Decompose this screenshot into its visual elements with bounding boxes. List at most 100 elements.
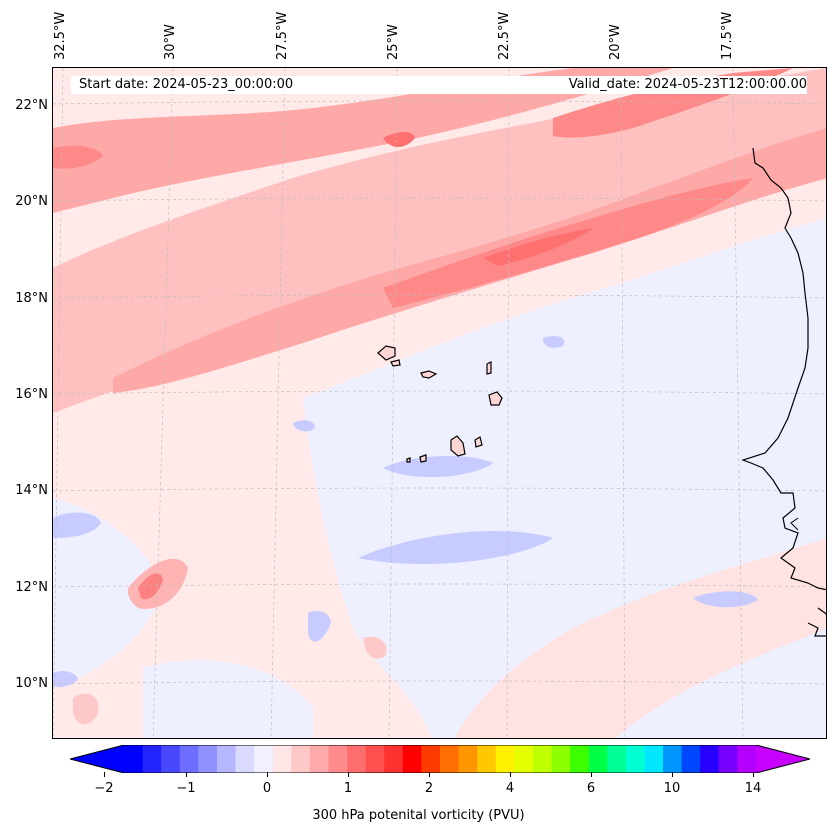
cb-tickmark-10 [672, 772, 673, 777]
lat-label-16n: 16°N [15, 387, 48, 402]
lon-label-30w: 30°W [163, 24, 178, 60]
colorbar-segment [532, 745, 553, 773]
pink-band-south [454, 538, 826, 738]
cb-tickmark-2 [429, 772, 430, 777]
pink-patch-south-1 [73, 693, 99, 725]
colorbar-segment [384, 745, 404, 773]
colorbar-segment [216, 745, 237, 773]
colorbar-segment [663, 745, 683, 773]
island-boa-vista [488, 391, 503, 406]
pink-strong-band-north [53, 68, 673, 213]
colorbar-segment [235, 745, 255, 773]
cb-tickmark-neg1 [186, 772, 187, 777]
cb-tickmark-14 [753, 772, 754, 777]
colorbar-segment [551, 745, 571, 773]
colorbar [70, 745, 810, 773]
lon-label-25w: 25°W [386, 24, 401, 60]
cb-tick-label: 10 [663, 781, 681, 796]
colorbar-segment [625, 745, 645, 773]
colorbar-segment [309, 745, 329, 773]
colorbar-segment [198, 745, 218, 773]
light-blue-region-west [53, 498, 163, 688]
valid-date-label: Valid_date: 2024-05-23T12:00:00.00 [568, 77, 807, 92]
island-fogo [419, 454, 427, 463]
colorbar-segment [458, 745, 478, 773]
lon-label-22-5w: 22.5°W [497, 11, 512, 60]
cb-tick-label: 14 [744, 781, 762, 796]
colorbar-segment [607, 745, 627, 773]
cb-tick-label: 6 [586, 781, 596, 796]
colorbar-segment [161, 745, 181, 773]
colorbar-segment [718, 745, 738, 773]
red-core-2 [483, 228, 593, 266]
light-blue-region-south [143, 660, 313, 738]
red-blob-southwest [138, 573, 163, 600]
blue-patch-2 [358, 530, 553, 565]
colorbar-segment [142, 745, 162, 773]
blue-patch-4 [53, 670, 78, 688]
colorbar-segment [365, 745, 385, 773]
red-core-4 [383, 132, 415, 147]
coastline-inlet [790, 517, 799, 531]
cb-tickmark-neg2 [104, 772, 105, 777]
colorbar-segment [644, 745, 664, 773]
lon-label-17-5w: 17.5°W [720, 11, 735, 60]
lon-label-27-5w: 27.5°W [275, 11, 290, 60]
colorbar-segment [737, 745, 757, 773]
colorbar-segment [347, 745, 367, 773]
colorbar-segment [124, 745, 144, 773]
colorbar-segment [440, 745, 460, 773]
lon-label-32-5w: 32.5°W [53, 11, 68, 60]
lat-label-22n: 22°N [15, 98, 48, 113]
island-sao-nicolau [420, 370, 438, 379]
start-date-label: Start date: 2024-05-23_00:00:00 [79, 77, 294, 92]
colorbar-extend-max [756, 745, 810, 773]
potential-vorticity-field [53, 68, 826, 738]
island-santiago [450, 435, 466, 457]
lat-label-18n: 18°N [15, 291, 48, 306]
red-core-5 [53, 145, 103, 169]
colorbar-segment [291, 745, 311, 773]
colorbar-segment [254, 745, 274, 773]
colorbar-segment [328, 745, 348, 773]
lon-label-20w: 20°W [608, 24, 623, 60]
cb-tickmark-0 [267, 772, 268, 777]
lat-label-10n: 10°N [15, 676, 48, 691]
cb-tick-label: 0 [262, 781, 272, 796]
lat-label-14n: 14°N [15, 483, 48, 498]
cb-tick-label: 2 [424, 781, 434, 796]
lat-label-12n: 12°N [15, 580, 48, 595]
colorbar-segment [272, 745, 292, 773]
date-info-bar [71, 76, 807, 94]
gridlines [53, 68, 826, 738]
cb-tick-label: −2 [94, 781, 114, 796]
colorbar-segment [588, 745, 608, 773]
lat-label-20n: 20°N [15, 194, 48, 209]
blue-patch-3 [53, 512, 101, 538]
colorbar-segment [514, 745, 534, 773]
colorbar-segment [570, 745, 590, 773]
island-sao-vicente [390, 359, 401, 367]
cb-tick-label: 4 [505, 781, 515, 796]
colorbar-segment [179, 745, 199, 773]
colorbar-segment [477, 745, 497, 773]
island-brava [406, 457, 411, 463]
blue-patch-6 [293, 420, 315, 432]
blue-patch-8 [543, 335, 565, 348]
colorbar-segment [421, 745, 441, 773]
pink-patch-south-2 [363, 636, 387, 659]
colorbar-label: 300 hPa potenital vorticity (PVU) [312, 808, 525, 823]
colorbar-segment [402, 745, 422, 773]
red-core-1 [383, 178, 753, 308]
colorbar-segment [681, 745, 701, 773]
blue-patch-5 [693, 591, 758, 608]
cape-verde-islands [377, 345, 503, 463]
island-santo-antao [377, 345, 396, 361]
cb-tickmark-6 [591, 772, 592, 777]
map-panel [52, 67, 827, 739]
colorbar-extend-min [70, 745, 124, 773]
island-maio [474, 436, 483, 448]
colorbar-segment [700, 745, 720, 773]
cb-tick-label: 1 [343, 781, 353, 796]
island-sal [486, 361, 492, 375]
